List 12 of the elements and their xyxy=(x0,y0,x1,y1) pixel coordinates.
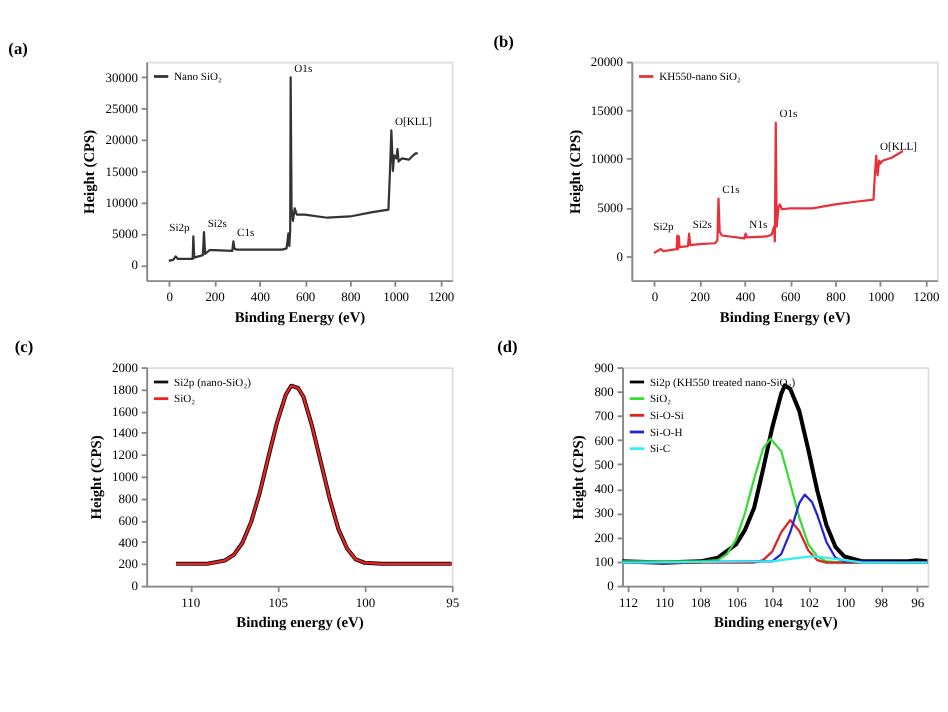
x-axis-title: Binding energy (eV) xyxy=(236,613,365,632)
x-axis-title: Binding Energy (eV) xyxy=(234,307,367,326)
x-axis-title: Binding Energy (eV) xyxy=(719,307,852,326)
y-axis-title: Height (CPS) xyxy=(86,434,105,520)
y-axis-title: Height (CPS) xyxy=(569,434,588,520)
chart-title: (d) xyxy=(497,338,518,357)
chart-title: (c) xyxy=(14,338,34,357)
y-axis-title: Height (CPS) xyxy=(565,128,584,214)
x-axis-title: Binding energy(eV) xyxy=(714,613,839,632)
chart-title: (b) xyxy=(493,32,515,51)
y-axis-title: Height (CPS) xyxy=(80,128,99,214)
chart-title: (a) xyxy=(8,40,29,59)
